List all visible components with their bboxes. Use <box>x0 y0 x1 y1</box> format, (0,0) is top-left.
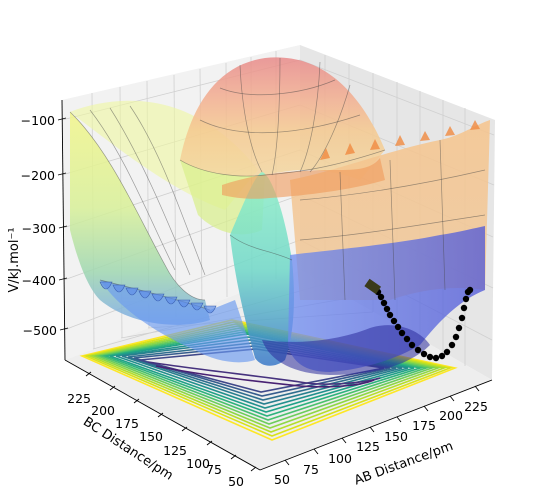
surface-dome <box>180 57 385 180</box>
x-tick-labels: 50 75 100 125 150 175 200 225 <box>274 399 488 487</box>
z-tick-label: −200 <box>21 168 55 183</box>
surface-mesh <box>69 57 486 311</box>
y-tick-marks <box>85 371 257 472</box>
z-tick-label: −500 <box>23 323 57 338</box>
x-tick-label: 150 <box>384 429 408 444</box>
y-tick-label: 200 <box>91 403 115 418</box>
surface-orange-band <box>222 158 385 199</box>
surface-scallops <box>99 281 217 314</box>
y-tick-label: 75 <box>206 462 222 477</box>
x-tick-label: 125 <box>356 439 380 454</box>
surface <box>70 57 490 375</box>
z-tick-label: −400 <box>22 273 56 288</box>
y-tick-label: 150 <box>139 429 163 444</box>
x-tick-label: 225 <box>464 399 488 414</box>
y-tick-label: 50 <box>228 474 244 489</box>
surface-left-wall <box>70 112 210 325</box>
x-tick-label: 100 <box>328 451 352 466</box>
z-tick-label: −100 <box>21 113 55 128</box>
surface-valley <box>230 172 294 366</box>
trajectory <box>364 278 474 362</box>
z-tick-labels: −100 −200 −300 −400 −500 <box>21 113 57 338</box>
surface-dark-well <box>262 325 430 375</box>
surface-left-basin <box>100 280 255 363</box>
y-tick-label: 125 <box>163 443 187 458</box>
z-axis-label: V/kJ.mol⁻¹ <box>7 227 22 292</box>
z-tick-marks <box>57 117 69 331</box>
axis-lines <box>61 99 493 471</box>
y-tick-label: 175 <box>115 416 139 431</box>
y-tick-label: 100 <box>186 456 210 471</box>
surface-ridge-teeth <box>320 120 480 160</box>
x-tick-marks <box>284 385 480 466</box>
surface-blue-basin <box>288 226 485 372</box>
y-tick-label: 225 <box>67 391 91 406</box>
z-tick-label: −300 <box>22 221 56 236</box>
y-tick-labels: 225 200 175 150 125 100 75 50 <box>67 391 244 489</box>
x-tick-label: 75 <box>303 462 319 477</box>
x-tick-label: 200 <box>439 408 463 423</box>
x-tick-label: 50 <box>274 472 290 487</box>
x-tick-label: 175 <box>412 418 436 433</box>
